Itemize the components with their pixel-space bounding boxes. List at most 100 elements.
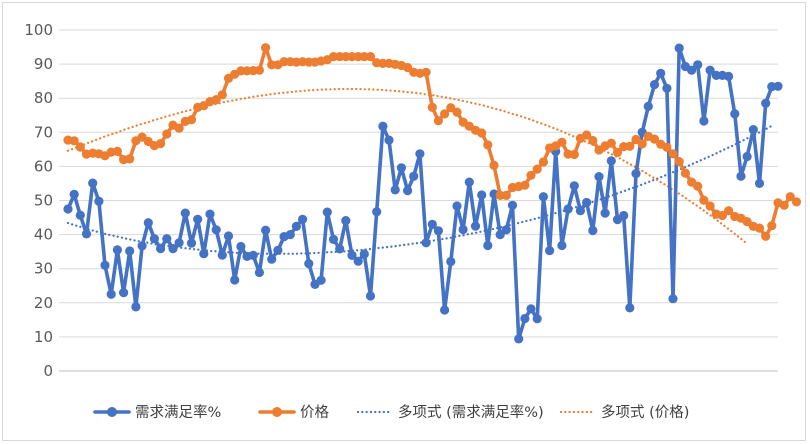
y-tick-label-40: 40: [34, 226, 53, 244]
data-point: [396, 163, 406, 173]
y-axis-tick-labels: 0 10 20 30 40 50 60 70 80 90 100: [24, 21, 53, 380]
data-point: [409, 171, 419, 181]
data-point: [767, 221, 777, 231]
data-point: [569, 149, 579, 160]
data-point: [668, 149, 678, 159]
data-point: [446, 256, 456, 267]
data-point: [699, 116, 709, 126]
data-point: [643, 101, 653, 111]
data-point: [582, 197, 592, 208]
data-point: [298, 214, 308, 224]
data-point: [341, 216, 351, 226]
data-point: [619, 210, 629, 221]
data-point: [532, 314, 542, 324]
chart-frame: 0 10 20 30 40 50 60 70 80 90 100 需求满足率% 价格 多项式 (需求满足…: [2, 2, 806, 441]
data-point: [724, 206, 734, 216]
data-point: [427, 219, 437, 229]
line-chart: 0 10 20 30 40 50 60 70 80 90 100 需求满足率% 价格 多项式 (需求满足…: [24, 21, 802, 421]
data-point: [162, 234, 172, 244]
data-point: [427, 102, 437, 112]
data-point: [520, 313, 530, 324]
data-point: [112, 146, 122, 156]
data-point: [440, 109, 450, 119]
data-point: [514, 334, 524, 344]
legend-label: 多项式 (价格): [601, 404, 689, 421]
series-价格: [63, 43, 802, 241]
data-point: [230, 275, 240, 285]
data-point: [470, 221, 481, 231]
legend-label: 多项式 (需求满足率%): [398, 404, 544, 421]
data-point: [403, 186, 413, 196]
data-point: [100, 260, 110, 270]
data-point: [88, 178, 98, 188]
legend-label: 需求满足率%: [135, 404, 221, 421]
data-point: [365, 52, 376, 62]
data-point: [316, 275, 326, 285]
data-point: [162, 129, 172, 139]
data-point: [384, 135, 394, 145]
data-point: [261, 43, 271, 53]
data-point: [674, 43, 684, 53]
data-point: [452, 107, 462, 117]
data-point: [606, 138, 616, 148]
data-point: [625, 141, 635, 151]
data-point: [538, 192, 549, 202]
data-point: [507, 200, 518, 210]
y-tick-label-30: 30: [34, 260, 53, 278]
trendline-价格: [66, 87, 749, 245]
data-point: [705, 65, 715, 75]
data-point: [69, 136, 79, 146]
data-point: [254, 267, 264, 278]
data-point: [119, 288, 129, 298]
data-point: [761, 231, 771, 241]
data-point: [588, 225, 598, 236]
data-point: [211, 225, 221, 235]
data-point: [69, 189, 79, 199]
data-point: [779, 200, 789, 210]
data-point: [353, 256, 363, 266]
data-point: [75, 142, 85, 152]
data-point: [180, 208, 190, 218]
data-point: [557, 240, 567, 251]
data-point: [649, 134, 660, 144]
data-point: [625, 303, 635, 313]
data-point: [421, 67, 431, 77]
plot-area: [63, 43, 802, 344]
data-point: [563, 204, 573, 214]
data-point: [63, 204, 73, 214]
data-point: [575, 206, 586, 216]
data-point: [174, 238, 184, 248]
y-tick-label-20: 20: [34, 294, 53, 312]
data-point: [483, 140, 493, 150]
data-point: [748, 125, 758, 135]
data-point: [304, 259, 314, 269]
data-point: [693, 181, 703, 191]
series-多项式-价格-: [66, 87, 749, 245]
data-point: [217, 250, 227, 260]
data-point: [433, 226, 443, 236]
data-point: [291, 221, 301, 231]
data-point: [532, 164, 542, 174]
series-line-价格: [66, 45, 799, 239]
data-point: [717, 210, 728, 221]
data-point: [193, 214, 203, 224]
data-point: [557, 137, 567, 147]
legend-label: 价格: [300, 404, 329, 421]
data-point: [637, 139, 647, 149]
data-point: [199, 249, 209, 259]
legend-entry-多项式-需求满足率-: 多项式 (需求满足率%): [356, 404, 544, 421]
data-point: [477, 190, 487, 200]
data-point: [736, 171, 746, 181]
legend-entry-需求满足率-: 需求满足率%: [93, 404, 221, 421]
data-point: [236, 241, 246, 252]
data-point: [81, 229, 92, 239]
data-point: [168, 244, 178, 254]
data-point: [606, 156, 616, 166]
data-point: [75, 210, 85, 220]
data-point: [489, 160, 499, 170]
data-point: [125, 246, 135, 256]
data-point: [477, 128, 487, 138]
data-point: [674, 157, 684, 167]
legend-marker: [272, 407, 282, 417]
data-point: [156, 139, 166, 149]
